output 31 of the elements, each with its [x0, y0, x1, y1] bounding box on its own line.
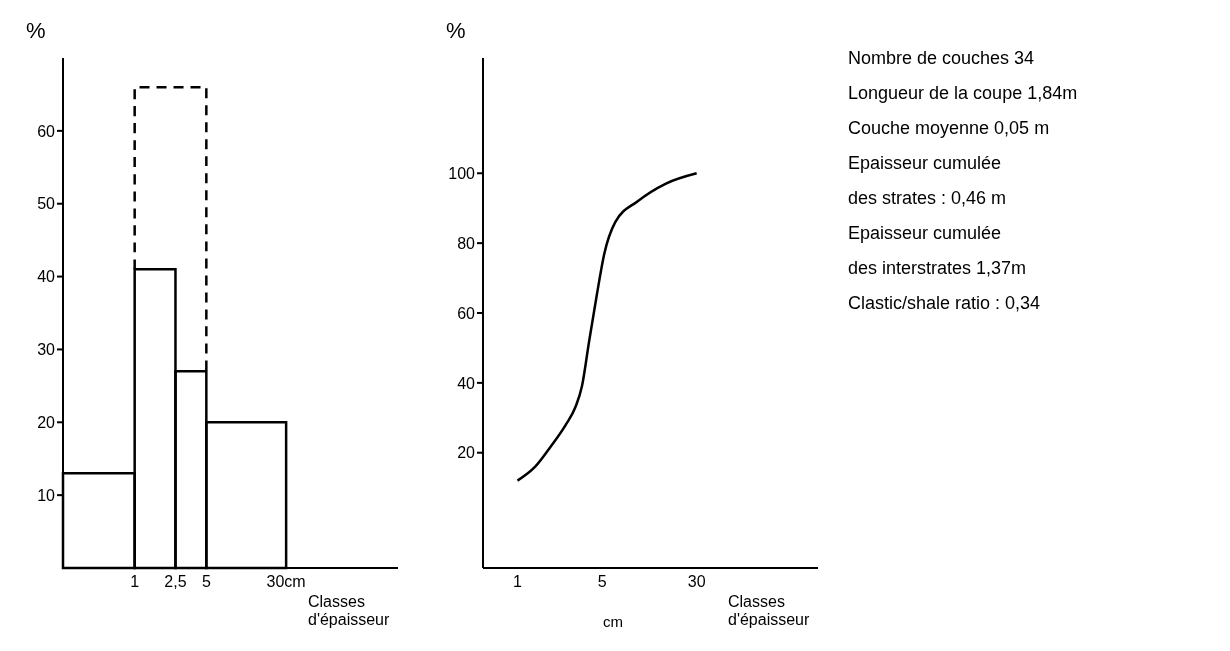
text: cm [603, 613, 623, 630]
text: Epaisseur cumulée [848, 223, 1003, 244]
y-tick-label: 50 [37, 195, 56, 213]
x-tick-label: 5 [201, 573, 211, 591]
x-axis-title: Classes d'épaisseur [308, 593, 391, 629]
y-tick-label: 30 [37, 341, 56, 359]
y-tick-label: 40 [457, 374, 476, 392]
text: Longueur de la coupe 1,84m [848, 83, 1079, 104]
y-tick-label: 20 [457, 444, 476, 462]
x-tick-label: 5 [597, 573, 607, 591]
text: Epaisseur cumulée [848, 153, 1003, 174]
y-tick-label: 60 [457, 304, 476, 322]
x-tick-label: 2,5 [164, 573, 187, 591]
x-tick-label: 1 [513, 573, 522, 591]
x-tick-label: 30 [687, 573, 706, 591]
y-tick-label: 40 [37, 268, 56, 286]
x-axis-title: Classes d'épaisseur [728, 593, 811, 629]
text: Clastic/shale ratio : 0,34 [848, 293, 1042, 314]
text: Nombre de couches 34 [848, 48, 1036, 69]
text: des strates : 0,46 m [848, 188, 1008, 209]
y-tick-label: 60 [37, 122, 56, 140]
text: des interstrates 1,37m [848, 258, 1028, 279]
y-tick-label: 100 [448, 164, 476, 182]
y-tick-label: 80 [457, 234, 476, 252]
y-axis-title: % [26, 18, 46, 44]
y-axis-title: % [446, 18, 466, 44]
x-tick-label: 1 [130, 573, 140, 591]
text: Couche moyenne 0,05 m [848, 118, 1051, 139]
y-tick-label: 20 [37, 413, 56, 431]
y-tick-label: 10 [37, 486, 56, 504]
x-tick-label: 30cm [266, 573, 306, 591]
